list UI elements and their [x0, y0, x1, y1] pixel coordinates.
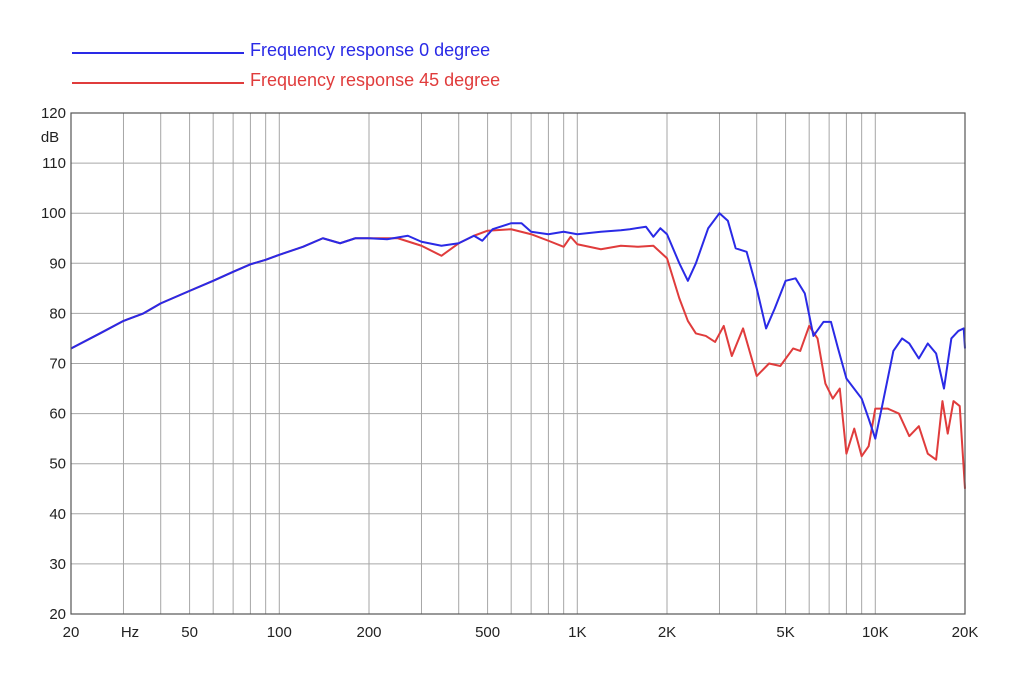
x-tick-label: 10K: [862, 624, 889, 641]
y-tick-label: 80: [49, 305, 66, 322]
y-tick-label: 60: [49, 406, 66, 423]
x-tick-label: 100: [267, 624, 292, 641]
series-layer: [70, 212, 966, 489]
y-tick-label: 70: [49, 356, 66, 373]
y-tick-labels: 20 30 40 50 60 70 80 90 100 110 120: [41, 105, 66, 623]
y-tick-label: 40: [49, 506, 66, 523]
x-tick-label: 20: [63, 624, 80, 641]
y-tick-label: 90: [49, 255, 66, 272]
y-tick-label: 100: [41, 205, 66, 222]
x-tick-labels: 20 50 100 200 500 1K 2K 5K 10K 20K: [63, 624, 979, 641]
legend-swatch-45-degree: [72, 82, 244, 84]
y-tick-label: 20: [49, 606, 66, 623]
legend-label-0-degree: Frequency response 0 degree: [250, 40, 491, 60]
y-tick-label: 30: [49, 556, 66, 573]
x-tick-label: 50: [181, 624, 198, 641]
x-tick-label: 1K: [568, 624, 586, 641]
x-tick-label: 2K: [658, 624, 676, 641]
series-line-0-degree: [70, 212, 966, 440]
series-line-45-degree: [70, 228, 966, 489]
y-tick-label: 120: [41, 105, 66, 122]
x-tick-label: 5K: [776, 624, 794, 641]
y-tick-label: 50: [49, 456, 66, 473]
legend-label-45-degree: Frequency response 45 degree: [250, 70, 501, 90]
y-tick-label: 110: [42, 155, 66, 172]
legend-swatch-0-degree: [72, 52, 244, 54]
y-axis-label: dB: [41, 129, 59, 146]
x-axis-label: Hz: [121, 624, 139, 641]
grid: [70, 112, 966, 615]
x-tick-label: 500: [475, 624, 500, 641]
x-tick-label: 20K: [952, 624, 979, 641]
x-tick-label: 200: [356, 624, 381, 641]
plot-frame: [70, 112, 966, 615]
